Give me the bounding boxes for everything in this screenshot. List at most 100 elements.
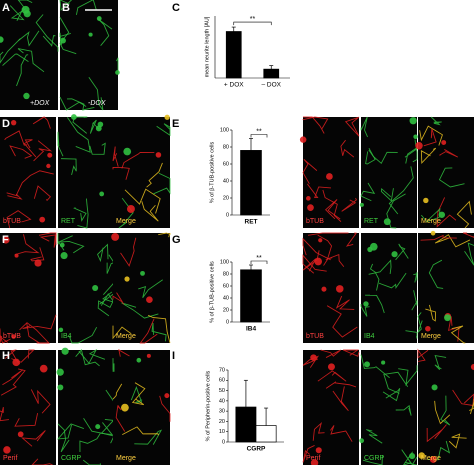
neurite <box>57 233 65 251</box>
neurite <box>421 207 441 223</box>
neurite <box>156 123 171 137</box>
significance-bracket <box>233 21 272 26</box>
neurite <box>362 455 383 465</box>
neurite <box>89 119 100 134</box>
cell-body <box>418 452 425 459</box>
neurite <box>68 326 98 344</box>
cell-body <box>59 242 65 248</box>
cell-body <box>413 134 418 139</box>
cell-body <box>299 136 307 143</box>
panel-label: E <box>172 118 179 130</box>
neurite <box>302 237 331 261</box>
cell-body <box>310 354 317 361</box>
y-tick-label: 60 <box>223 161 229 167</box>
micrograph <box>60 0 118 110</box>
neurite <box>0 368 26 396</box>
image-label: bTUB <box>3 333 21 340</box>
neurite <box>19 322 50 344</box>
neurite <box>360 354 390 379</box>
neurite <box>56 423 84 440</box>
image-label: bTUB <box>306 333 324 340</box>
neurite <box>59 0 73 11</box>
neurite <box>6 192 23 200</box>
neurite <box>124 188 161 214</box>
neurite <box>75 0 97 15</box>
cell-body <box>335 285 344 293</box>
image-label: Merge <box>421 218 441 225</box>
image-label: Merge <box>116 218 136 225</box>
cell-body <box>17 431 24 438</box>
neurite <box>112 166 130 180</box>
neurite <box>31 458 53 465</box>
cell-body <box>383 218 391 226</box>
neurite <box>330 425 353 442</box>
neurite <box>405 330 418 339</box>
cell-body <box>364 361 370 368</box>
cell-body <box>23 10 31 18</box>
neurite <box>345 232 357 247</box>
neurite <box>22 314 57 330</box>
cell-body <box>57 384 64 391</box>
neurite <box>112 383 123 400</box>
neurite <box>17 48 45 73</box>
neurite <box>30 247 45 262</box>
neurite <box>66 98 95 111</box>
image-label: IB4 <box>61 333 72 340</box>
image-label: Merge <box>421 333 441 340</box>
cell-body <box>39 364 48 373</box>
neurite <box>450 325 466 344</box>
cell-body <box>314 257 323 266</box>
significance-bracket <box>250 260 268 264</box>
neurite <box>438 167 465 188</box>
y-tick-label: 60 <box>219 378 225 384</box>
cell-body <box>363 301 369 307</box>
significance-label: ** <box>256 128 262 135</box>
neurite <box>66 117 91 153</box>
cell-body <box>431 384 438 391</box>
neurite <box>88 77 104 111</box>
neurite <box>130 386 143 403</box>
neurite <box>436 197 457 228</box>
image-label: bTUB <box>306 218 324 225</box>
neurite <box>115 404 126 432</box>
neurite <box>335 295 355 310</box>
x-tick-label: IB4 <box>246 326 257 333</box>
cell-body <box>115 70 120 75</box>
x-tick-label: + DOX <box>224 82 244 89</box>
cell-body <box>97 121 104 128</box>
bar <box>235 406 257 443</box>
neurite <box>0 330 11 344</box>
y-axis-label: mean neurite length [AU] <box>204 16 210 77</box>
neurite <box>0 38 21 64</box>
neurite <box>57 132 64 157</box>
neurite <box>365 294 385 314</box>
micrograph <box>418 117 474 228</box>
micrograph <box>303 117 359 228</box>
cell-body <box>310 459 319 465</box>
neurite <box>307 232 349 236</box>
cell-body <box>61 347 69 355</box>
cell-body <box>359 438 365 444</box>
neurite <box>344 116 360 137</box>
neurite <box>341 197 357 212</box>
cell-body <box>60 37 66 44</box>
cell-body <box>409 453 416 460</box>
neurite <box>112 358 115 372</box>
neurite <box>16 54 29 87</box>
neurite <box>419 125 443 146</box>
neurite <box>158 232 171 238</box>
neurite <box>302 254 327 274</box>
neurite <box>59 32 71 46</box>
image-label: IB4 <box>364 333 375 340</box>
neurite <box>412 139 418 163</box>
neurite <box>60 158 77 176</box>
neurite <box>360 116 368 138</box>
neurite <box>434 234 471 248</box>
neurite <box>146 162 163 188</box>
neurite <box>448 433 467 449</box>
micrograph <box>58 350 114 465</box>
y-axis-label: % of β-TUB-positive cells <box>209 261 215 323</box>
y-axis-label: % of β-TUB-positive cells <box>209 141 215 203</box>
image-label: Perif <box>306 455 320 462</box>
